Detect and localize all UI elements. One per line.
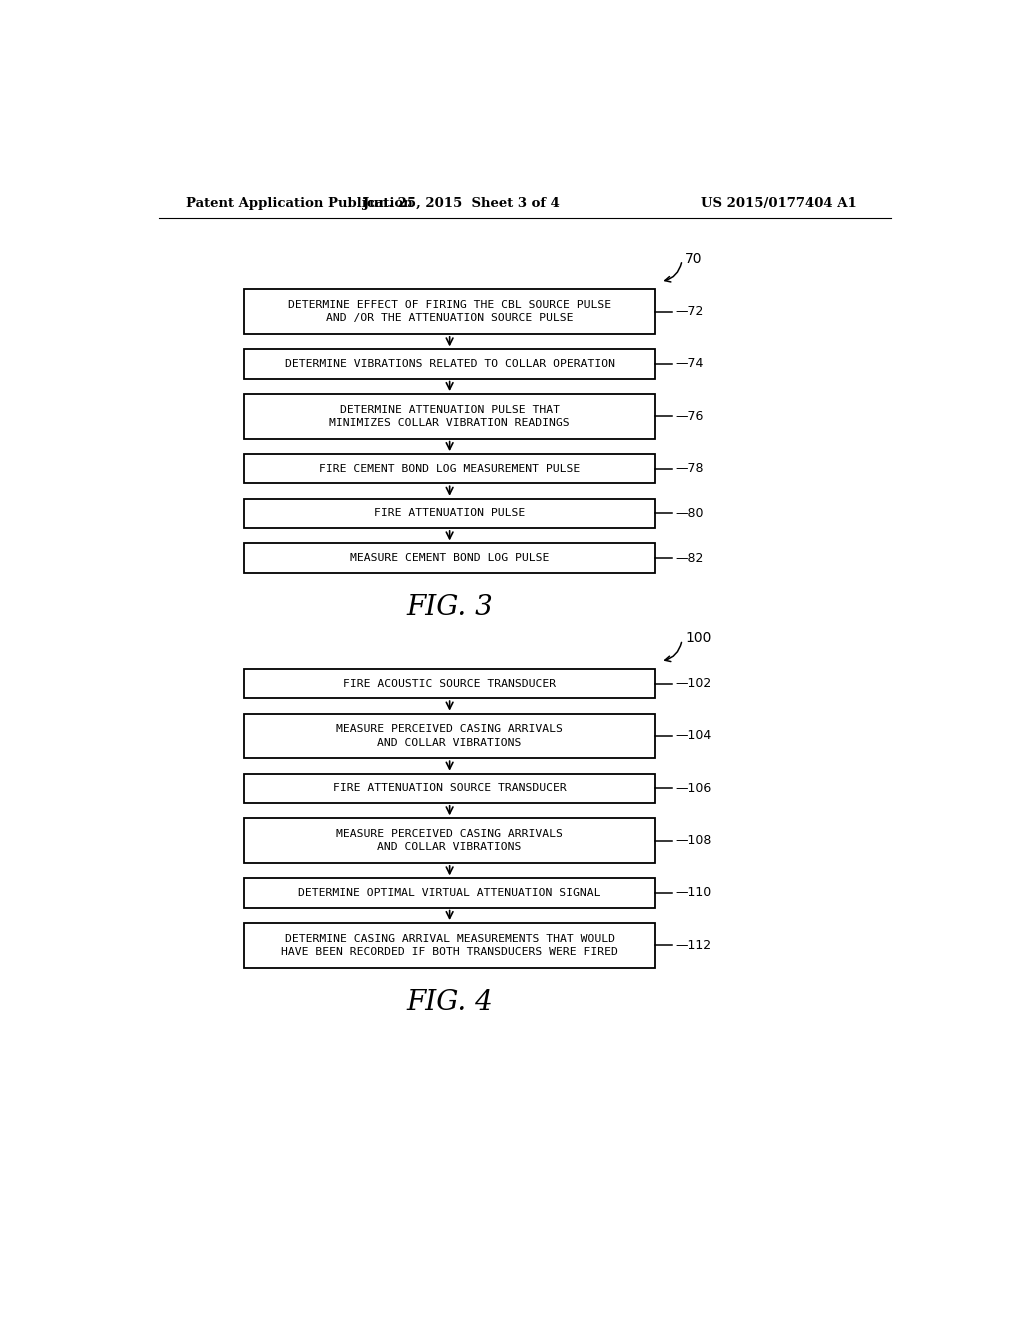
Text: —108: —108 [675,834,712,847]
Bar [245,923,655,968]
Text: 100: 100 [685,631,712,645]
Text: —102: —102 [675,677,712,690]
Bar [245,350,655,379]
Text: Jun. 25, 2015  Sheet 3 of 4: Jun. 25, 2015 Sheet 3 of 4 [362,197,560,210]
Text: —74: —74 [675,358,703,371]
Bar [245,714,655,758]
Text: FIRE ATTENUATION SOURCE TRANSDUCER: FIRE ATTENUATION SOURCE TRANSDUCER [333,783,566,793]
Bar [245,289,655,334]
Text: FIRE ATTENUATION PULSE: FIRE ATTENUATION PULSE [374,508,525,519]
Text: Patent Application Publication: Patent Application Publication [186,197,413,210]
Bar [245,669,655,698]
Text: —104: —104 [675,730,712,742]
Text: DETERMINE CASING ARRIVAL MEASUREMENTS THAT WOULD
HAVE BEEN RECORDED IF BOTH TRAN: DETERMINE CASING ARRIVAL MEASUREMENTS TH… [282,933,618,957]
Text: US 2015/0177404 A1: US 2015/0177404 A1 [700,197,856,210]
Bar [245,774,655,803]
Text: MEASURE PERCEIVED CASING ARRIVALS
AND COLLAR VIBRATIONS: MEASURE PERCEIVED CASING ARRIVALS AND CO… [336,725,563,747]
Text: —80: —80 [675,507,703,520]
Bar [245,395,655,438]
Bar [245,454,655,483]
Bar [245,499,655,528]
Text: —82: —82 [675,552,703,565]
Text: DETERMINE VIBRATIONS RELATED TO COLLAR OPERATION: DETERMINE VIBRATIONS RELATED TO COLLAR O… [285,359,614,370]
Text: —106: —106 [675,781,712,795]
Text: 70: 70 [685,252,702,265]
Bar [245,544,655,573]
Text: —78: —78 [675,462,703,475]
Text: DETERMINE ATTENUATION PULSE THAT
MINIMIZES COLLAR VIBRATION READINGS: DETERMINE ATTENUATION PULSE THAT MINIMIZ… [330,405,570,428]
Text: FIRE ACOUSTIC SOURCE TRANSDUCER: FIRE ACOUSTIC SOURCE TRANSDUCER [343,678,556,689]
Text: —76: —76 [675,409,703,422]
Text: FIRE CEMENT BOND LOG MEASUREMENT PULSE: FIRE CEMENT BOND LOG MEASUREMENT PULSE [319,463,581,474]
Bar [245,818,655,863]
Text: MEASURE PERCEIVED CASING ARRIVALS
AND COLLAR VIBRATIONS: MEASURE PERCEIVED CASING ARRIVALS AND CO… [336,829,563,853]
Text: MEASURE CEMENT BOND LOG PULSE: MEASURE CEMENT BOND LOG PULSE [350,553,549,564]
Text: FIG. 3: FIG. 3 [407,594,493,620]
Bar [245,878,655,908]
Text: —72: —72 [675,305,703,318]
Text: FIG. 4: FIG. 4 [407,989,493,1016]
Text: DETERMINE OPTIMAL VIRTUAL ATTENUATION SIGNAL: DETERMINE OPTIMAL VIRTUAL ATTENUATION SI… [298,888,601,898]
Text: DETERMINE EFFECT OF FIRING THE CBL SOURCE PULSE
AND /OR THE ATTENUATION SOURCE P: DETERMINE EFFECT OF FIRING THE CBL SOURC… [288,300,611,323]
Text: —112: —112 [675,939,712,952]
Text: —110: —110 [675,887,712,899]
